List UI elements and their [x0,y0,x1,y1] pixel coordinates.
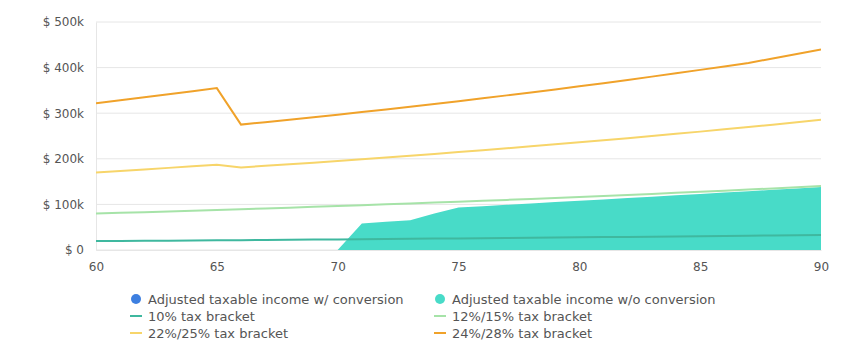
grid [96,22,821,250]
x-tick-label: 80 [572,260,587,274]
grid-line [96,22,821,23]
legend-item: Adjusted taxable income w/ conversion [131,292,404,307]
y-tick-label: $ 0 [65,243,84,257]
y-axis: $ 0 $ 100k $ 200k $ 300k $ 400k $ 500k [43,15,97,257]
legend-item: 12%/15% tax bracket [434,309,592,324]
legend-symbol [130,332,142,334]
legend-symbol [435,294,445,304]
legend-label: 10% tax bracket [148,309,255,324]
x-tick: 60 [89,250,104,274]
legend-label: Adjusted taxable income w/ conversion [148,292,404,307]
line [96,235,821,241]
x-tick-label: 70 [331,260,346,274]
area [96,187,821,250]
y-tick: $ 500k [43,15,96,29]
line [96,49,821,124]
legend-symbol [130,315,142,317]
grid-line [96,113,821,114]
y-tick: $ 0 [65,243,96,257]
x-tick-label: 85 [693,260,708,274]
chart-container: $ 0 $ 100k $ 200k $ 300k $ 400k $ 500k 60 65 70 7… [0,0,854,357]
x-tick: 75 [451,250,466,274]
chart-svg: $ 0 $ 100k $ 200k $ 300k $ 400k $ 500k 60 65 70 7… [0,0,854,357]
legend-item: 24%/28% tax bracket [434,326,592,341]
x-tick: 70 [331,250,346,274]
y-tick-label: $ 500k [43,15,84,29]
legend-symbol [434,315,446,317]
legend-item: 22%/25% tax bracket [130,326,288,341]
y-axis-line [96,23,97,251]
legend: Adjusted taxable income w/ conversion Adj… [130,292,716,341]
legend-label: 24%/28% tax bracket [452,326,592,341]
y-tick-label: $ 200k [43,152,84,166]
grid-line [96,158,821,159]
x-axis: 60 65 70 75 80 85 90 [89,250,829,274]
line [96,186,821,213]
line [96,120,821,173]
x-tick: 65 [210,250,225,274]
x-tick-label: 90 [814,260,829,274]
legend-item: Adjusted taxable income w/o conversion [435,292,716,307]
x-tick-label: 65 [210,260,225,274]
legend-symbol [434,332,446,334]
x-tick: 80 [572,250,587,274]
x-tick-label: 60 [89,260,104,274]
x-tick: 90 [814,250,829,274]
marks [96,49,821,250]
y-tick-label: $ 100k [43,198,84,212]
y-tick-label: $ 300k [43,107,84,121]
legend-symbol [131,294,141,304]
y-tick-label: $ 400k [43,61,84,75]
legend-label: Adjusted taxable income w/o conversion [452,292,716,307]
x-tick-label: 75 [451,260,466,274]
y-tick: $ 100k [43,198,96,212]
x-tick: 85 [693,250,708,274]
legend-label: 12%/15% tax bracket [452,309,592,324]
y-tick: $ 400k [43,61,96,75]
y-tick: $ 200k [43,152,96,166]
y-tick: $ 300k [43,107,96,121]
legend-item: 10% tax bracket [130,309,255,324]
legend-label: 22%/25% tax bracket [148,326,288,341]
x-axis-line [97,250,822,251]
